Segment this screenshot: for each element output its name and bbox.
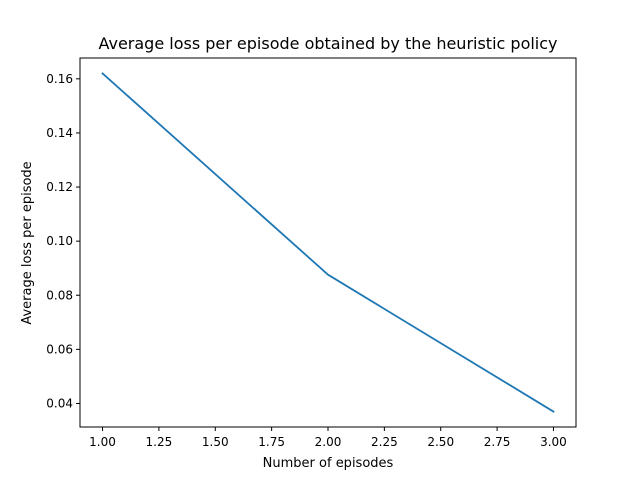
x-tick-label: 1.75 xyxy=(258,435,285,449)
y-axis-label: Average loss per episode xyxy=(20,161,35,324)
y-tick-label: 0.04 xyxy=(46,396,73,410)
x-tick-label: 1.25 xyxy=(146,435,173,449)
y-tick-label: 0.08 xyxy=(46,288,73,302)
x-tick-label: 2.75 xyxy=(484,435,511,449)
x-axis-label: Number of episodes xyxy=(263,456,394,471)
x-tick-label: 2.25 xyxy=(371,435,398,449)
y-tick-label: 0.16 xyxy=(46,72,73,86)
y-tick-label: 0.10 xyxy=(46,234,73,248)
y-tick-label: 0.12 xyxy=(46,180,73,194)
x-tick-label: 2.00 xyxy=(315,435,342,449)
x-tick-label: 3.00 xyxy=(540,435,567,449)
y-tick-label: 0.06 xyxy=(46,342,73,356)
y-tick-label: 0.14 xyxy=(46,126,73,140)
chart-title: Average loss per episode obtained by the… xyxy=(98,34,557,53)
x-tick-label: 2.50 xyxy=(427,435,454,449)
x-tick-label: 1.00 xyxy=(89,435,116,449)
x-tick-label: 1.50 xyxy=(202,435,229,449)
